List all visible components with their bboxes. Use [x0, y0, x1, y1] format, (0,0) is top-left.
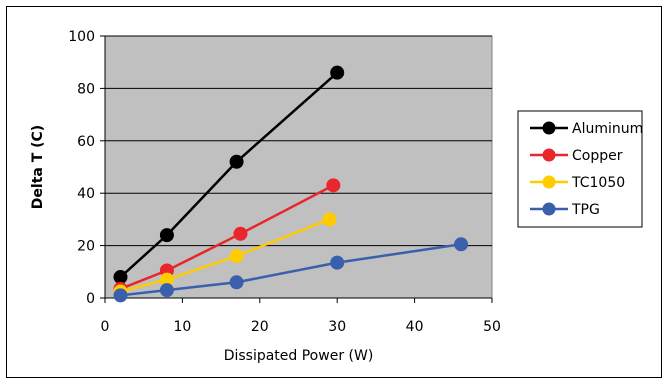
- legend-marker-tc1050: [542, 175, 556, 189]
- y-tick-label: 0: [86, 291, 95, 307]
- legend-marker-tpg: [542, 202, 556, 216]
- y-tick-label: 60: [77, 134, 95, 150]
- legend: Aluminum Copper TC1050 TPG: [517, 110, 643, 228]
- data-point-tpg: [330, 255, 345, 270]
- y-tick-label: 40: [77, 186, 95, 202]
- legend-label-copper: Copper: [572, 148, 623, 164]
- data-point-aluminum: [159, 228, 174, 243]
- x-axis-title: Dissipated Power (W): [224, 348, 374, 364]
- data-point-tc1050: [229, 249, 244, 264]
- y-tick-label: 20: [77, 239, 95, 255]
- data-point-tpg: [159, 283, 174, 298]
- legend-label-tpg: TPG: [571, 202, 600, 218]
- y-axis-title: Delta T (C): [30, 125, 46, 209]
- legend-box: [517, 110, 643, 228]
- series-line-tc1050: [120, 218, 330, 293]
- x-tick-label: 30: [328, 319, 346, 335]
- x-tick-label: 40: [406, 319, 424, 335]
- x-tick-label: 50: [483, 319, 501, 335]
- y-tick-label: 100: [68, 29, 95, 45]
- data-point-tpg: [229, 275, 244, 290]
- data-point-aluminum: [330, 65, 345, 80]
- data-point-aluminum: [113, 270, 128, 285]
- data-point-tc1050: [322, 212, 337, 227]
- series-line-copper: [120, 184, 334, 290]
- legend-marker-copper: [542, 148, 556, 162]
- x-tick-label: 10: [173, 319, 191, 335]
- plot-area: [104, 35, 493, 299]
- data-point-tpg: [454, 237, 469, 252]
- data-point-tpg: [113, 288, 128, 303]
- series-line-aluminum: [119, 71, 339, 278]
- x-tick-label: 20: [251, 319, 269, 335]
- data-point-copper: [233, 226, 248, 241]
- legend-label-aluminum: Aluminum: [572, 121, 643, 137]
- legend-marker-aluminum: [542, 121, 556, 135]
- data-point-copper: [326, 178, 341, 193]
- x-tick-label: 0: [101, 319, 110, 335]
- legend-label-tc1050: TC1050: [571, 175, 625, 191]
- y-tick-label: 80: [77, 81, 95, 97]
- data-point-aluminum: [229, 154, 244, 169]
